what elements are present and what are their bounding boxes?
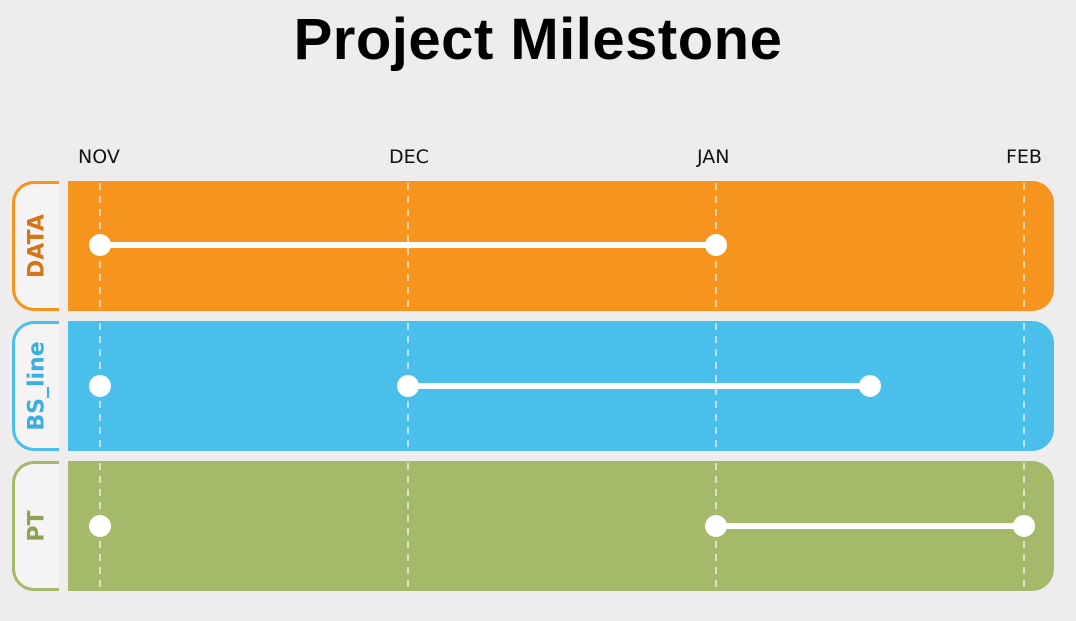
month-label-nov: NOV [78, 146, 120, 168]
milestone-dot-lane-3-2 [705, 515, 727, 537]
month-label-feb: FEB [1006, 146, 1042, 168]
lane-tab-pt: PT [12, 461, 59, 591]
lane-tab-data: DATA [12, 181, 59, 311]
milestone-dot-lane-3-3 [1013, 515, 1035, 537]
lane-tab-bs-line: BS_line [12, 321, 59, 451]
milestone-dot-lane-2-1 [89, 375, 111, 397]
milestone-dot-lane-1-1 [89, 234, 111, 256]
milestone-dot-lane-1-2 [705, 234, 727, 256]
milestone-dot-lane-2-2 [397, 375, 419, 397]
milestone-dot-lane-3-1 [89, 515, 111, 537]
milestone-dot-lane-2-3 [859, 375, 881, 397]
page-title: Project Milestone [293, 7, 783, 72]
month-label-dec: DEC [389, 146, 429, 168]
month-label-jan: JAN [697, 146, 730, 168]
